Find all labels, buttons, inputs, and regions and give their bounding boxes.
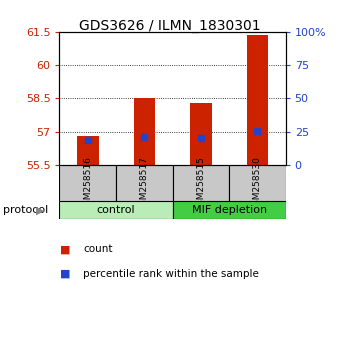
- Bar: [59, 201, 173, 219]
- Bar: [173, 165, 229, 201]
- Text: control: control: [97, 205, 135, 215]
- Bar: [116, 165, 173, 201]
- Bar: [59, 165, 116, 201]
- Bar: [246, 35, 268, 165]
- Text: MIF depletion: MIF depletion: [191, 205, 267, 215]
- Text: count: count: [83, 244, 113, 254]
- Text: ■: ■: [59, 244, 70, 254]
- Bar: [173, 201, 286, 219]
- Bar: [190, 103, 211, 165]
- Bar: [134, 98, 155, 165]
- Text: protocol: protocol: [3, 205, 49, 215]
- Bar: [77, 136, 99, 165]
- Text: ■: ■: [59, 269, 70, 279]
- Text: percentile rank within the sample: percentile rank within the sample: [83, 269, 259, 279]
- Text: GSM258516: GSM258516: [83, 156, 92, 211]
- Text: GSM258517: GSM258517: [140, 156, 149, 211]
- Text: GDS3626 / ILMN_1830301: GDS3626 / ILMN_1830301: [79, 19, 261, 34]
- Text: GSM258515: GSM258515: [196, 156, 205, 211]
- Text: GSM258530: GSM258530: [253, 156, 262, 211]
- Bar: [229, 165, 286, 201]
- Text: ▶: ▶: [36, 205, 44, 215]
